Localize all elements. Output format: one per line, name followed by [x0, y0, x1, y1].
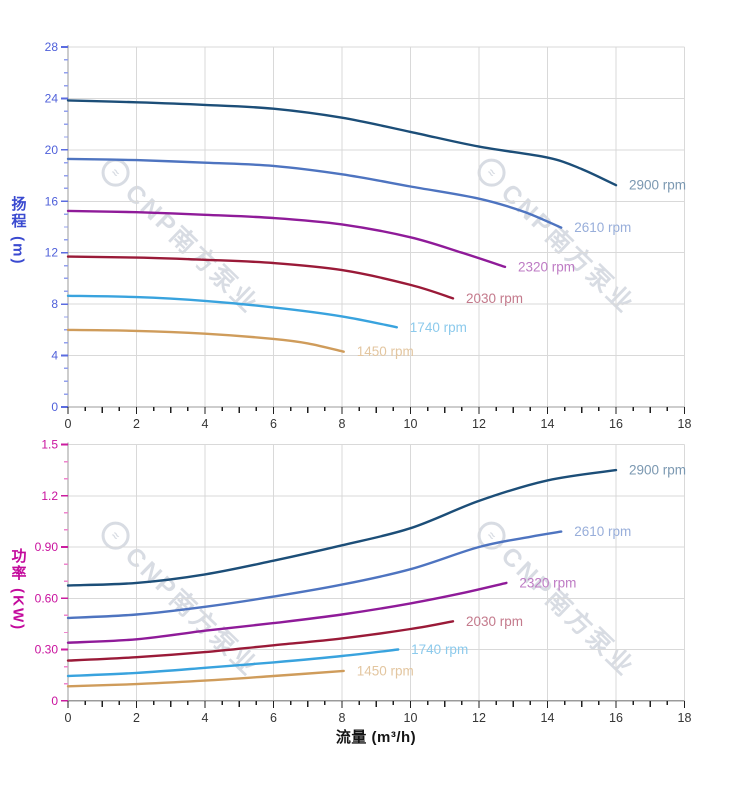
head-curve-label-2900-rpm: 2900 rpm	[629, 178, 686, 193]
head-y-tick-label: 20	[45, 143, 59, 157]
head-curves: 2900 rpm 2610 rpm 2320 rpm 2030 rpm 1740 rpm…	[66, 99, 686, 359]
power-curve-2610-rpm	[66, 530, 563, 620]
power-x-tick-label: 4	[202, 711, 209, 725]
power-x-tick-label: 18	[678, 711, 692, 725]
head-curve-1450-rpm	[66, 328, 345, 353]
power-curve-2030-rpm	[66, 620, 455, 662]
power-y-tick-label: 0.90	[35, 540, 59, 554]
head-x-tick-label: 10	[404, 417, 418, 431]
power-x-tick-label: 0	[65, 711, 72, 725]
power-axis-title: 功率 (KW)	[9, 548, 27, 632]
head-x-tick-label: 18	[678, 417, 692, 431]
power-curve-2320-rpm	[66, 581, 508, 644]
power-curve-label-1450-rpm: 1450 rpm	[357, 663, 414, 678]
power-y-tick-label: 0	[51, 694, 58, 708]
head-y-tick-label: 12	[45, 246, 59, 260]
power-curve-label-2900-rpm: 2900 rpm	[629, 463, 686, 478]
head-x-tick-label: 14	[541, 417, 555, 431]
head-curve-1740-rpm	[66, 294, 398, 329]
power-x-tick-label: 14	[541, 711, 555, 725]
head-x-tick-label: 12	[472, 417, 486, 431]
power-curves: 2900 rpm 2610 rpm 2320 rpm 2030 rpm 1740 rpm…	[66, 463, 686, 688]
power-curve-label-2610-rpm: 2610 rpm	[574, 524, 631, 539]
power-curve-2900-rpm	[66, 468, 618, 587]
power-axes	[67, 442, 685, 702]
head-y-tick-label: 4	[51, 349, 58, 363]
power-x-tick-label: 6	[270, 711, 277, 725]
power-curve-label-2320-rpm: 2320 rpm	[519, 575, 576, 590]
power-curve-1740-rpm	[66, 648, 400, 678]
power-curve-1450-rpm	[66, 669, 345, 688]
head-curve-label-1740-rpm: 1740 rpm	[410, 320, 467, 335]
head-x-ticks: 0 2 4 6 8 10 12 14 16 18	[65, 407, 692, 431]
head-curve-2030-rpm	[66, 255, 455, 300]
power-x-tick-label: 12	[472, 711, 486, 725]
head-curve-label-2320-rpm: 2320 rpm	[518, 259, 575, 274]
head-curve-label-2030-rpm: 2030 rpm	[466, 291, 523, 306]
power-y-tick-label: 0.60	[35, 591, 59, 605]
power-x-tick-label: 16	[609, 711, 623, 725]
power-grid	[68, 444, 685, 701]
head-x-tick-label: 16	[609, 417, 623, 431]
power-y-ticks: 0 0.30 0.60 0.90 1.2 1.5	[35, 438, 68, 708]
head-x-tick-label: 0	[65, 417, 72, 431]
head-y-ticks: 0 4 8 12 16 20 24 28	[45, 40, 68, 414]
flow-axis-title: 流量 (m³/h)	[335, 729, 417, 746]
head-y-tick-label: 24	[45, 91, 59, 105]
power-x-tick-label: 8	[339, 711, 346, 725]
head-curve-2610-rpm	[66, 157, 563, 229]
head-y-tick-label: 8	[51, 297, 58, 311]
power-x-tick-label: 10	[404, 711, 418, 725]
head-axis-title: 扬程 (m)	[9, 196, 27, 266]
head-grid	[68, 46, 685, 407]
head-x-tick-label: 2	[133, 417, 140, 431]
head-curve-2320-rpm	[66, 209, 507, 269]
head-x-tick-label: 4	[202, 417, 209, 431]
head-y-tick-label: 0	[51, 400, 58, 414]
head-y-tick-label: 16	[45, 194, 59, 208]
head-curve-label-2610-rpm: 2610 rpm	[574, 220, 631, 235]
head-x-tick-label: 8	[339, 417, 346, 431]
head-curve-label-1450-rpm: 1450 rpm	[357, 344, 414, 359]
power-curve-label-1740-rpm: 1740 rpm	[411, 642, 468, 657]
power-curve-label-2030-rpm: 2030 rpm	[466, 614, 523, 629]
head-x-tick-label: 6	[270, 417, 277, 431]
power-y-tick-label: 1.2	[41, 489, 58, 503]
power-x-ticks: 0 2 4 6 8 10 12 14 16 18	[65, 700, 692, 725]
head-y-tick-label: 28	[45, 40, 59, 54]
power-y-tick-label: 0.30	[35, 643, 59, 657]
head-curve-2900-rpm	[66, 99, 618, 187]
power-y-tick-label: 1.5	[41, 438, 58, 452]
power-x-tick-label: 2	[133, 711, 140, 725]
